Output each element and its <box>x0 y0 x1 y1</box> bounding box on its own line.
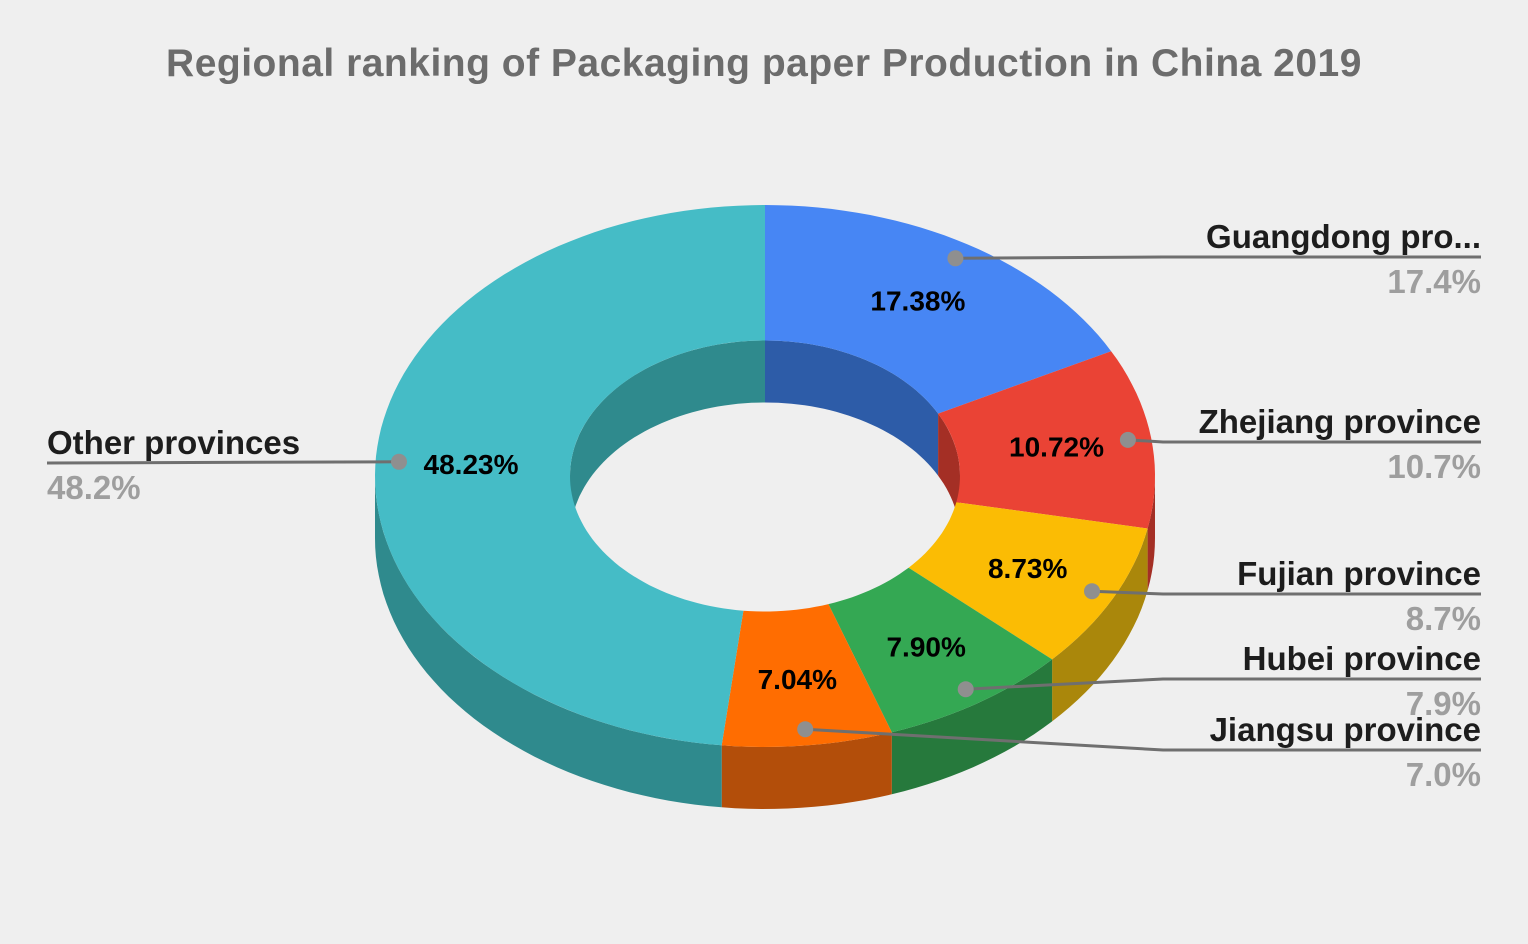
chart-labels: Guangdong pro... 17.4% Zhejiang province 10… <box>47 218 1481 793</box>
donut-side-walls <box>375 340 1155 809</box>
leader-dot-zhejiang-province <box>1119 431 1136 448</box>
leader-line-hubei-province <box>965 677 1481 691</box>
callout-value-guangdong-province: 17.4% <box>1387 263 1481 300</box>
leader-lines <box>46 250 1481 752</box>
slice-hubei-province[interactable] <box>828 567 1053 733</box>
callout-value-zhejiang-province: 10.7% <box>1387 448 1481 485</box>
leader-dot-hubei-province <box>957 681 974 698</box>
slice-percent-label-jiangsu-province: 7.04% <box>758 664 837 695</box>
leader-dot-fujian-province <box>1084 583 1100 600</box>
callout-value-other-provinces: 48.2% <box>47 469 141 506</box>
slice-side-jiangsu-province <box>721 732 892 809</box>
slice-jiangsu-province[interactable] <box>721 604 892 747</box>
chart-title: Regional ranking of Packaging paper Prod… <box>166 42 1362 85</box>
slice-guangdong-province[interactable] <box>765 205 1112 414</box>
callout-label-guangdong-province: Guangdong pro... <box>1206 218 1481 255</box>
slice-side-fujian-province <box>1052 528 1148 722</box>
slice-percent-label-other-provinces: 48.23% <box>424 449 519 480</box>
callout-value-hubei-province: 7.9% <box>1406 685 1481 722</box>
callout-label-other-provinces: Other provinces <box>47 424 300 461</box>
callout-label-jiangsu-province: Jiangsu province <box>1210 711 1481 748</box>
callout-label-hubei-province: Hubei province <box>1243 640 1481 677</box>
leader-dot-jiangsu-province <box>797 721 814 738</box>
leader-dot-guangdong-province <box>947 250 964 267</box>
slice-fujian-province[interactable] <box>908 502 1148 660</box>
leader-dot-other-provinces <box>391 453 407 470</box>
slice-percent-label-zhejiang-province: 10.72% <box>1009 432 1104 463</box>
slice-percent-label-fujian-province: 8.73% <box>988 553 1067 584</box>
leader-line-guangdong-province <box>955 255 1481 260</box>
slice-side-zhejiang-province <box>1147 476 1155 591</box>
callout-value-jiangsu-province: 7.0% <box>1406 756 1481 793</box>
slice-side-other-provinces <box>375 476 722 808</box>
slice-hole-wall-other-provinces <box>570 340 765 538</box>
callout-label-fujian-province: Fujian province <box>1237 555 1481 592</box>
slice-zhejiang-province[interactable] <box>938 351 1155 529</box>
slice-hole-wall-zhejiang-province <box>938 413 960 538</box>
leader-line-jiangsu-province <box>805 727 1481 752</box>
leader-line-other-provinces <box>46 460 400 465</box>
leader-line-zhejiang-province <box>1127 438 1481 444</box>
donut-top-slices <box>375 205 1155 747</box>
slice-side-hubei-province <box>891 659 1053 795</box>
callout-label-zhejiang-province: Zhejiang province <box>1199 403 1481 440</box>
callout-value-fujian-province: 8.7% <box>1406 600 1481 637</box>
slice-percent-label-hubei-province: 7.90% <box>886 632 965 663</box>
slice-percent-label-guangdong-province: 17.38% <box>870 286 965 317</box>
slice-other-provinces[interactable] <box>375 205 765 746</box>
leader-line-fujian-province <box>1091 589 1481 596</box>
slice-hole-wall-guangdong-province <box>765 340 939 476</box>
